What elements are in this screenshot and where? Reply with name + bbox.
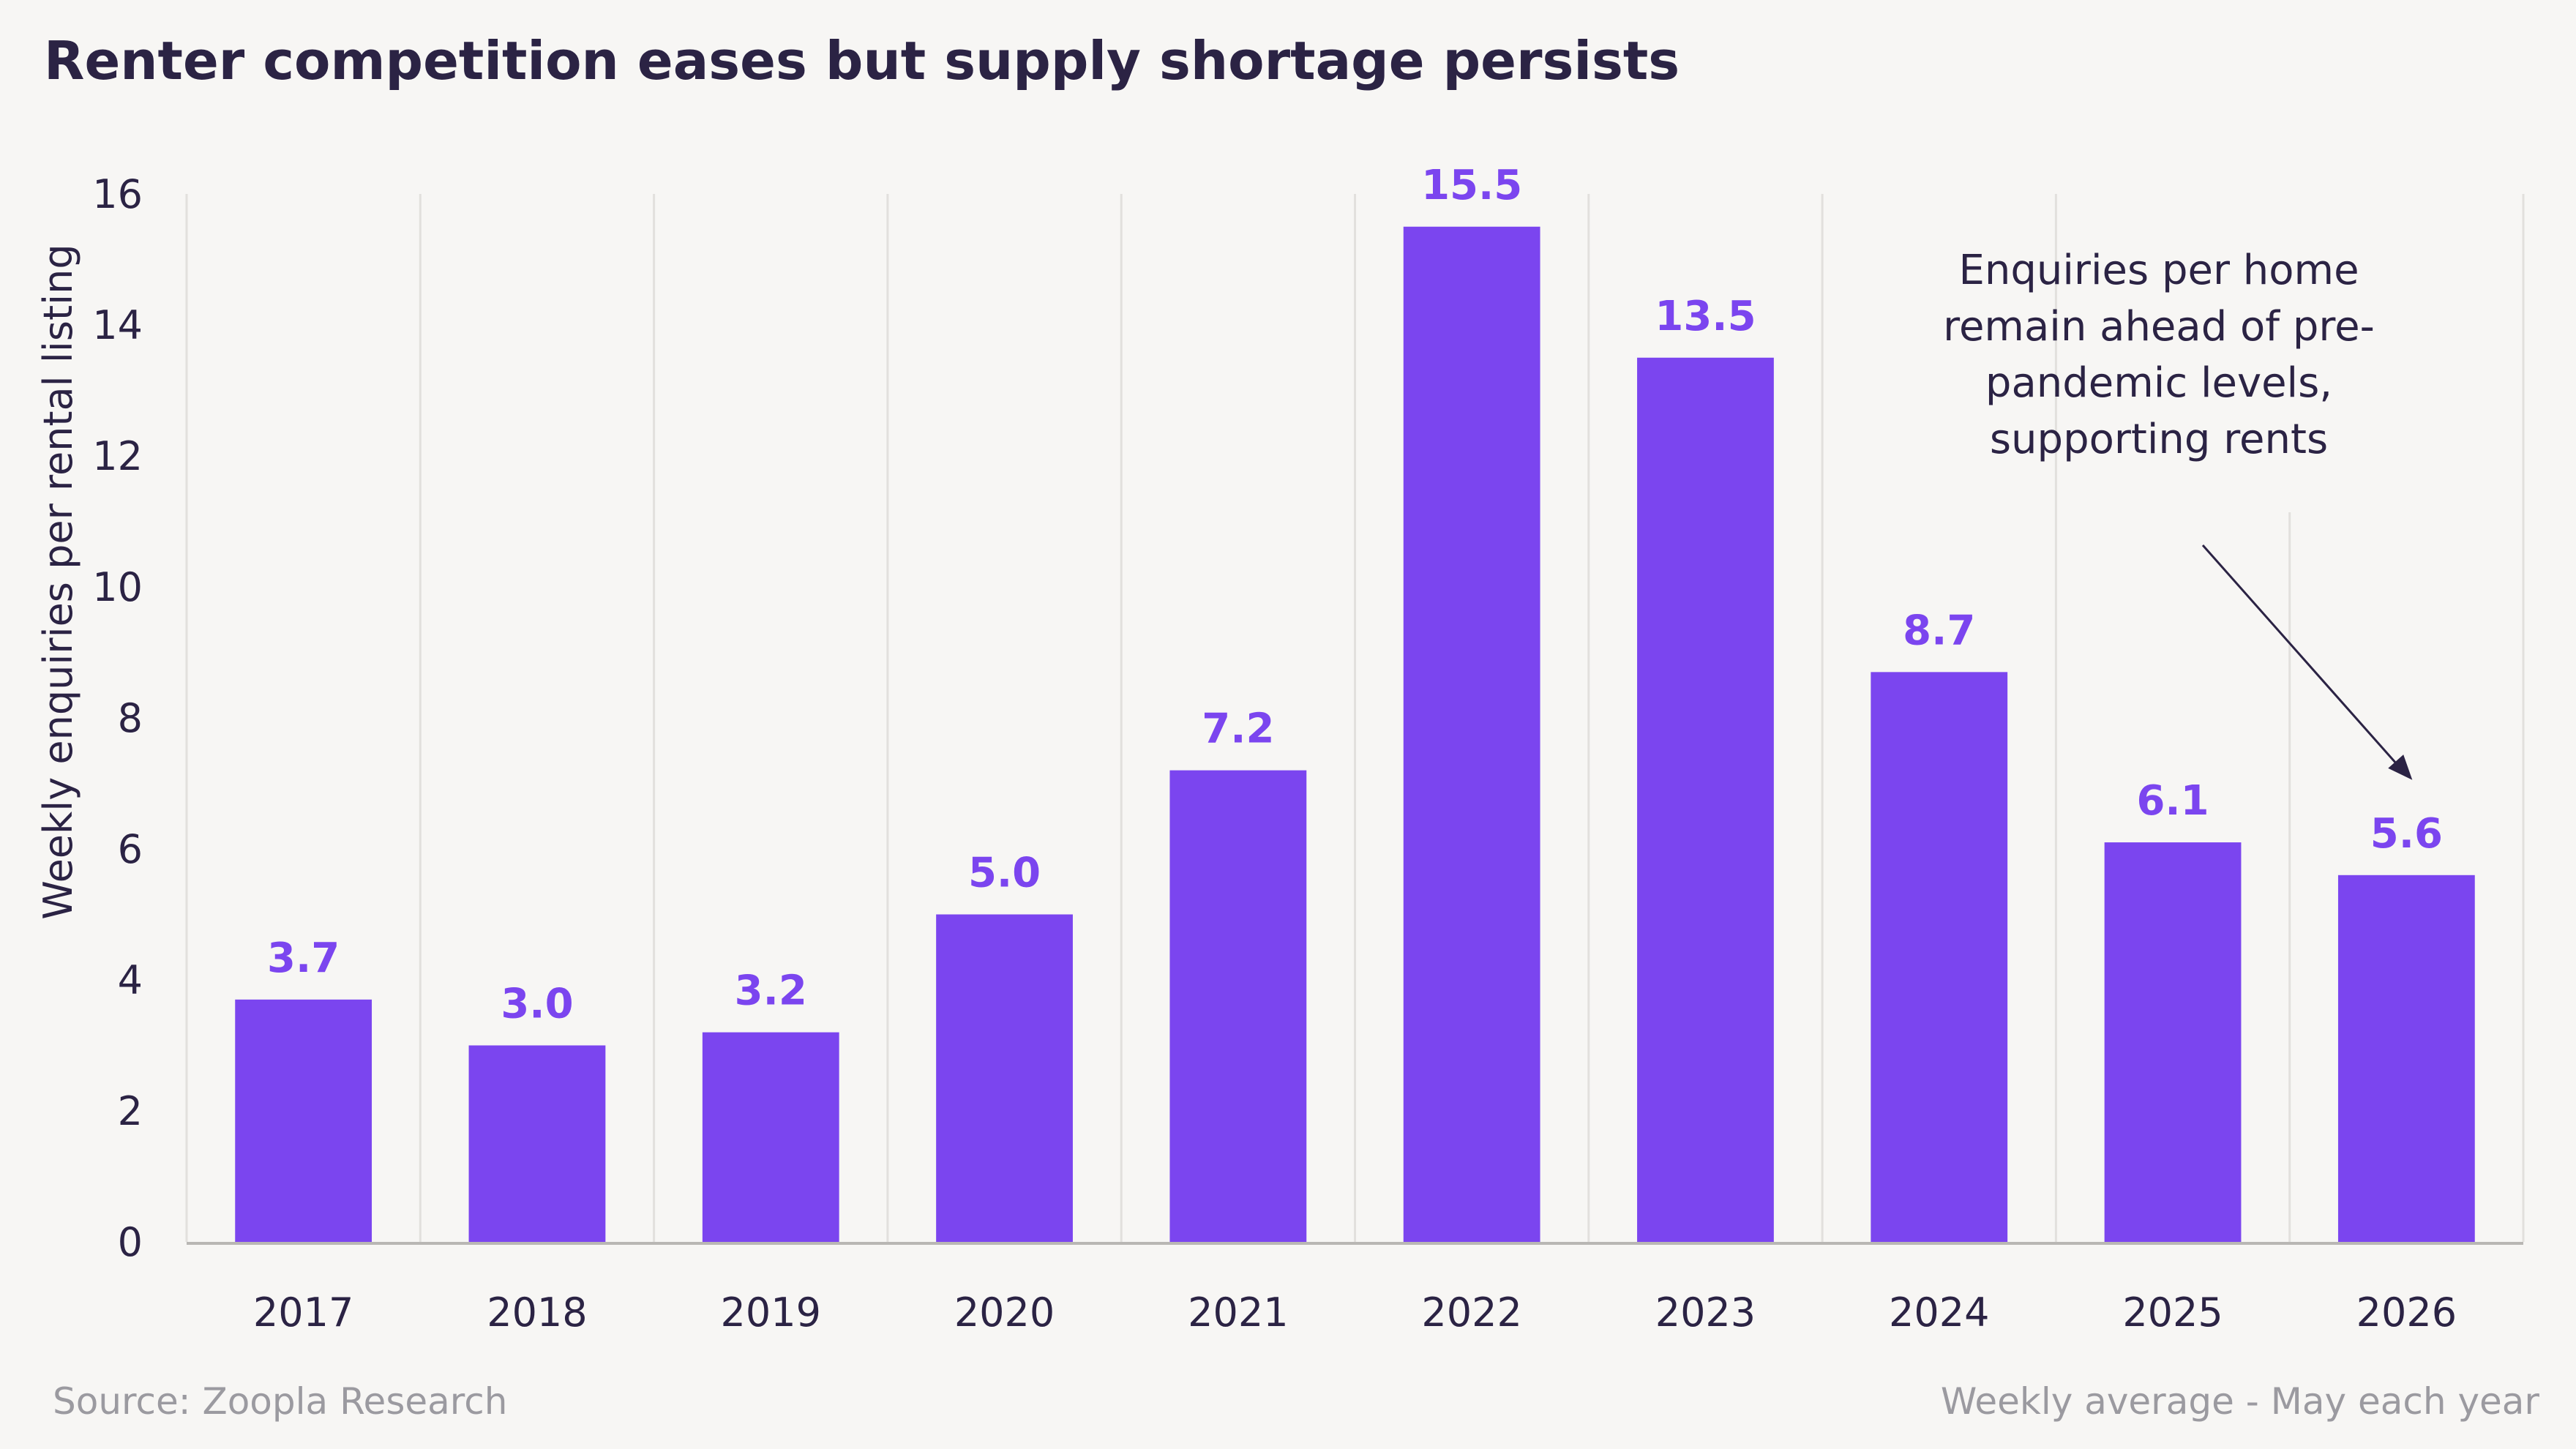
annotation: Enquiries per home remain ahead of pre- … [1943,247,2413,780]
y-tick-label: 2 [118,1088,143,1134]
y-tick-label: 14 [92,302,143,348]
bar-2022 [1403,226,1540,1242]
y-tick-label: 4 [118,957,143,1003]
x-tick-label-2021: 2021 [1188,1289,1288,1336]
data-label-2023: 13.5 [1655,293,1756,340]
data-label-2026: 5.6 [2370,810,2443,858]
bar-2018 [468,1045,606,1242]
grid-lines [185,194,2525,1242]
bar-2019 [702,1032,839,1242]
x-axis-ticks: 2017 2018 2019 2020 2021 2022 2023 2024 2025 2026 [253,1289,2457,1336]
bar-2020 [936,914,1073,1242]
x-tick-label-2026: 2026 [2356,1289,2457,1336]
bar-2017 [235,999,372,1242]
x-tick-label-2018: 2018 [487,1289,587,1336]
annotation-line-3: pandemic levels, [1985,359,2332,407]
arrow-head [2388,755,2413,780]
y-tick-label: 6 [118,826,143,872]
data-label-2020: 5.0 [968,850,1041,897]
annotation-line-2: remain ahead of pre- [1943,303,2375,351]
data-label-2018: 3.0 [501,981,573,1028]
bar-2021 [1169,770,1307,1242]
x-tick-label-2025: 2025 [2122,1289,2223,1336]
period-note: Weekly average - May each year [1941,1380,2540,1423]
bars [235,226,2475,1242]
data-label-2019: 3.2 [735,967,807,1015]
bar-2026 [2337,875,2475,1242]
annotation-line-4: supporting rents [1990,416,2328,463]
data-label-2025: 6.1 [2136,777,2209,825]
data-label-2021: 7.2 [1202,705,1274,753]
data-labels: 3.7 3.0 3.2 5.0 7.2 15.5 13.5 8.7 6.1 5.6 [267,162,2443,1028]
y-tick-label: 0 [118,1219,143,1265]
arrow-shaft [2201,544,2400,768]
x-tick-label-2022: 2022 [1421,1289,1521,1336]
y-tick-label: 8 [118,695,143,741]
source-note: Source: Zoopla Research [53,1380,507,1423]
bar-2023 [1637,357,1774,1242]
y-tick-label: 12 [92,433,143,479]
chart-title: Renter competition eases but supply shor… [44,30,1680,91]
x-tick-label-2017: 2017 [253,1289,353,1336]
y-axis-ticks: 0 2 4 6 8 10 12 14 16 [92,171,143,1265]
data-label-2024: 8.7 [1903,607,1975,654]
bar-2024 [1871,672,2008,1242]
x-tick-label-2020: 2020 [954,1289,1055,1336]
data-label-2017: 3.7 [267,935,340,982]
y-tick-label: 10 [92,564,143,610]
annotation-line-1: Enquiries per home [1958,247,2359,294]
x-tick-label-2024: 2024 [1889,1289,1989,1336]
y-tick-label: 16 [92,171,143,217]
y-axis-label: Weekly enquiries per rental listing [35,244,81,919]
data-label-2022: 15.5 [1421,162,1522,209]
annotation-arrow [2201,544,2413,780]
x-tick-label-2019: 2019 [721,1289,821,1336]
bar-2025 [2104,842,2242,1242]
x-tick-label-2023: 2023 [1655,1289,1756,1336]
